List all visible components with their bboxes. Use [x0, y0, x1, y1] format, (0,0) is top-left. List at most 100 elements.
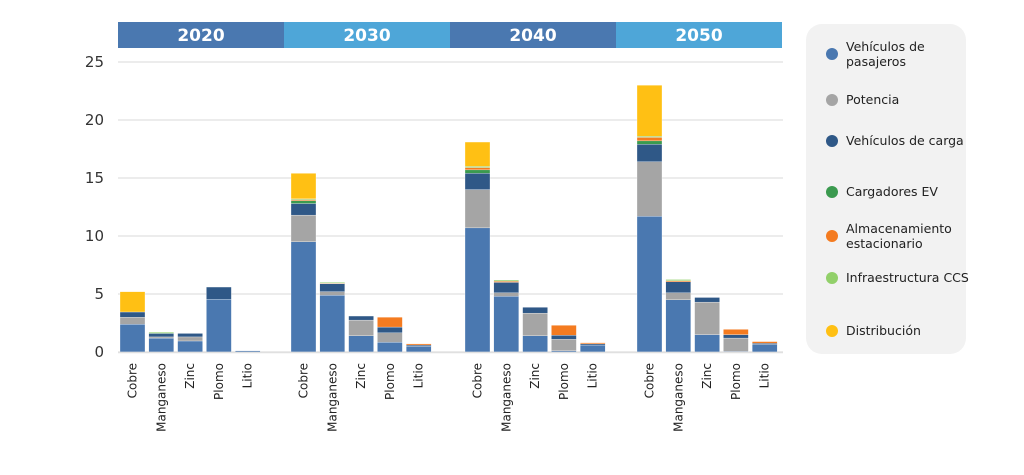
bar-2050-cobre [636, 85, 663, 353]
bar-segment-almacenamiento-estacionario [493, 281, 519, 283]
bar-segment-vehiculos-de-pasajeros [580, 344, 606, 353]
y-tick-label: 15 [85, 169, 104, 187]
bar-segment-potencia [377, 332, 403, 343]
legend-label: Distribución [846, 323, 921, 338]
x-tick-label: Cobre [643, 363, 657, 398]
x-tick-label: Plomo [212, 363, 226, 400]
x-tick-label: Litio [241, 363, 255, 388]
bar-segment-potencia [551, 339, 577, 351]
bar-segment-vehiculos-de-carga [464, 173, 491, 190]
x-tick-label: Manganeso [325, 363, 339, 432]
year-headers: 2020 2030 2040 2050 [118, 22, 782, 48]
year-header-label: 2020 [177, 26, 224, 46]
x-tick-label: Cobre [297, 363, 311, 398]
legend-swatch [826, 271, 838, 284]
legend-label: Almacenamiento estacionario [846, 221, 952, 251]
legend-item-vehiculos-carga: Vehículos de carga [826, 133, 971, 148]
legend-item-infraestructura-ccs: Infraestructura CCS [826, 270, 971, 285]
bar-segment-almacenamiento-estacionario [580, 342, 606, 345]
bar-2040-litio [580, 342, 606, 353]
legend-label: Infraestructura CCS [846, 270, 969, 285]
legend: Vehículos de pasajeros Potencia Vehículo… [806, 24, 969, 354]
legend-label: Vehículos de pasajeros [846, 39, 925, 69]
legend-item-distribucion: Distribución [826, 323, 971, 338]
bar-segment-vehiculos-de-carga [752, 343, 778, 345]
legend-swatch [826, 230, 838, 242]
bar-2030-litio [406, 343, 432, 353]
bar-segment-vehiculos-de-pasajeros [119, 324, 146, 353]
bar-segment-infraestructura-ccs [148, 332, 174, 334]
bar-segment-vehiculos-de-carga [551, 335, 577, 340]
year-header-label: 2050 [675, 26, 722, 46]
legend-label: Cargadores EV [846, 184, 938, 199]
bar-segment-infraestructura-ccs [636, 136, 663, 138]
bar-segment-potencia [636, 161, 663, 217]
bar-segment-potencia [348, 319, 374, 336]
bar-segment-infraestructura-ccs [665, 279, 691, 281]
legend-swatch [826, 48, 838, 60]
year-header-label: 2040 [509, 26, 556, 46]
bar-segment-potencia [177, 336, 203, 342]
bar-segment-vehiculos-de-pasajeros [752, 344, 778, 353]
bar-segment-vehiculos-de-carga [694, 297, 720, 303]
bar-segment-potencia [694, 301, 720, 335]
y-tick-label: 10 [85, 227, 104, 245]
bar-segment-vehiculos-de-pasajeros [694, 334, 720, 353]
bar-segment-vehiculos-de-pasajeros [636, 216, 663, 353]
x-axis: Cobre Manganeso Zinc Plomo Litio Cobre Mangane… [118, 351, 783, 432]
bar-segment-almacenamiento-estacionario [752, 341, 778, 344]
bar-segment-vehiculos-de-carga [377, 326, 403, 334]
bar-segment-vehiculos-de-carga [177, 333, 203, 338]
x-tick-label: Manganeso [671, 363, 685, 432]
x-tick-label: Litio [412, 363, 426, 388]
year-header-label: 2030 [343, 26, 390, 46]
legend-swatch [826, 93, 838, 106]
x-tick-label: Cobre [126, 363, 140, 398]
legend-item-potencia: Potencia [826, 92, 971, 107]
bar-2020-zinc [177, 333, 203, 353]
x-tick-label: Zinc [528, 363, 542, 389]
x-tick-label: Plomo [383, 363, 397, 400]
year-header-2020 [118, 22, 284, 48]
bar-segment-vehiculos-de-pasajeros [665, 299, 691, 353]
bar-segment-vehiculos-de-pasajeros [522, 335, 548, 353]
year-header-2030 [284, 22, 450, 48]
bar-segment-distribucion [290, 173, 317, 200]
legend-swatch [826, 185, 838, 198]
bar-segment-vehiculos-de-pasajeros [493, 296, 519, 353]
bar-2040-plomo [551, 325, 577, 353]
legend-swatch [826, 134, 838, 147]
x-tick-label: Plomo [557, 363, 571, 400]
bar-segment-infraestructura-ccs [493, 279, 519, 282]
bar-segment-potencia [665, 292, 691, 300]
bar-2030-manganeso [319, 282, 345, 353]
bar-segment-distribucion [636, 85, 663, 137]
x-tick-label: Litio [758, 363, 772, 388]
bar-segment-vehiculos-de-carga [206, 286, 232, 300]
bar-segment-almacenamiento-estacionario [551, 325, 577, 336]
bar-2020-cobre [119, 291, 146, 353]
bar-segment-cargadores-ev [290, 200, 317, 204]
bar-segment-vehiculos-de-carga [119, 311, 146, 318]
y-tick-label: 20 [85, 111, 104, 129]
bar-segment-vehiculos-de-carga [319, 283, 345, 292]
bar-segment-vehiculos-de-pasajeros [290, 241, 317, 353]
bar-segment-vehiculos-de-carga [290, 203, 317, 216]
year-header-2040 [450, 22, 616, 48]
bar-2030-zinc [348, 315, 374, 353]
bar-segment-vehiculos-de-carga [636, 144, 663, 162]
bar-segment-vehiculos-de-pasajeros [406, 346, 432, 353]
x-tick-label: Zinc [700, 363, 714, 389]
bar-2040-manganeso [493, 279, 519, 353]
bar-segment-potencia [493, 292, 519, 297]
bar-segment-almacenamiento-estacionario [464, 167, 491, 171]
bar-segment-distribucion [464, 141, 491, 167]
x-tick-label: Zinc [183, 363, 197, 389]
x-tick-label: Zinc [354, 363, 368, 389]
bar-segment-infraestructura-ccs [464, 166, 491, 168]
y-tick-label: 25 [85, 53, 104, 71]
legend-item-almacenamiento: Almacenamiento estacionario [826, 221, 971, 251]
x-tick-label: Litio [586, 363, 600, 388]
bar-2040-cobre [464, 141, 491, 353]
bar-2020-plomo [206, 286, 232, 353]
